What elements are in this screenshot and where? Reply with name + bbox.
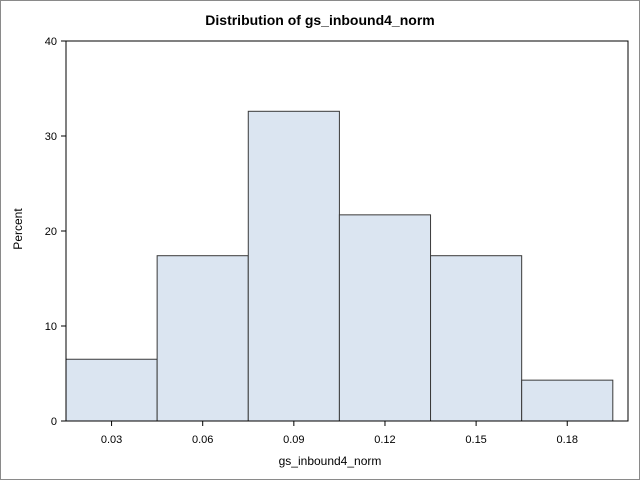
histogram-bar bbox=[156, 255, 249, 422]
x-tick-label: 0.06 bbox=[192, 434, 213, 446]
y-tick-label: 20 bbox=[45, 226, 57, 238]
y-tick-label: 40 bbox=[45, 36, 57, 48]
histogram-bar bbox=[65, 358, 158, 422]
x-tick-label: 0.03 bbox=[101, 434, 122, 446]
histogram-bar bbox=[521, 379, 614, 422]
x-tick-label: 0.09 bbox=[283, 434, 304, 446]
x-axis-label: gs_inbound4_norm bbox=[279, 454, 382, 468]
y-tick-label: 10 bbox=[45, 321, 57, 333]
y-tick-label: 30 bbox=[45, 131, 57, 143]
axes-layer: 0 10 20 30 40 0.03 0.06 0.09 0.12 0.15 0.18 bbox=[45, 36, 629, 446]
x-tick-label: 0.12 bbox=[374, 434, 395, 446]
x-tick-label: 0.15 bbox=[465, 434, 486, 446]
y-axis-label: Percent bbox=[11, 208, 25, 250]
histogram-bar bbox=[338, 214, 432, 422]
chart-title: Distribution of gs_inbound4_norm bbox=[205, 12, 434, 28]
histogram-bar bbox=[247, 110, 340, 422]
x-tick-label: 0.18 bbox=[557, 434, 578, 446]
y-tick-label: 0 bbox=[51, 416, 57, 428]
bars-layer bbox=[65, 110, 614, 422]
histogram-bar bbox=[430, 255, 523, 422]
